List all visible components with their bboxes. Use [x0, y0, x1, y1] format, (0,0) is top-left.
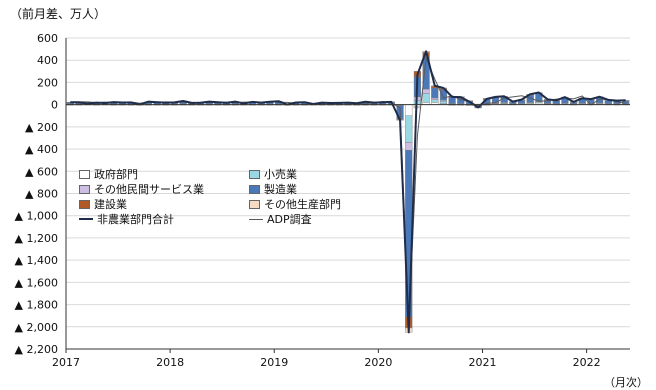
y-tick-label: ▲ 2,200	[15, 343, 58, 356]
legend-item-construction: 建設業	[79, 196, 127, 212]
y-tick-label: ▲ 600	[25, 165, 58, 178]
bar-segment	[405, 142, 413, 151]
legend-swatch-other-goods-producing	[249, 199, 260, 209]
legend-line-total-nonfarm	[79, 218, 93, 220]
legend-swatch-manufacturing	[249, 184, 260, 194]
legend-item-other-goods-producing: その他生産部門	[249, 196, 341, 212]
legend-swatch-construction	[79, 199, 90, 209]
x-axis-unit-label: （月次）	[604, 376, 648, 389]
x-tick-label: 2020	[364, 356, 392, 369]
series-lines	[70, 50, 626, 334]
y-tick-label: ▲ 200	[25, 121, 58, 134]
y-tick-label: ▲ 1,800	[15, 299, 58, 312]
legend-swatch-retail	[249, 169, 260, 179]
legend-label-construction: 建設業	[94, 198, 127, 211]
legend-swatch-government	[79, 169, 90, 179]
legend-item-total-nonfarm: 非農業部門合計	[79, 211, 174, 227]
legend-item-retail: 小売業	[249, 166, 297, 182]
y-tick-label: ▲ 1,000	[15, 210, 58, 223]
x-tick-label: 2021	[468, 356, 496, 369]
y-tick-label: ▲ 1,200	[15, 232, 58, 245]
y-tick-label: 400	[37, 54, 58, 67]
bar-segment	[431, 97, 439, 100]
legend-item-other-private-services: その他民間サービス業	[79, 181, 204, 197]
bar-segment	[413, 106, 421, 109]
bar-segment	[431, 99, 439, 103]
legend-label-government: 政府部門	[94, 168, 138, 181]
legend-label-manufacturing: 製造業	[264, 183, 297, 196]
bar-segment	[431, 87, 439, 99]
x-tick-label: 2018	[156, 356, 184, 369]
legend-item-manufacturing: 製造業	[249, 181, 297, 197]
x-tick-label: 2019	[260, 356, 288, 369]
bar-segment	[422, 93, 430, 103]
bar-segment	[405, 115, 413, 143]
x-tick-label: 2022	[573, 356, 601, 369]
y-tick-label: ▲ 800	[25, 188, 58, 201]
legend-label-adp: ADP調査	[267, 213, 312, 226]
legend-item-adp: ADP調査	[249, 211, 312, 227]
legend-line-adp	[249, 218, 263, 220]
x-tick-label: 2017	[52, 356, 80, 369]
legend-label-other-goods-producing: その他生産部門	[264, 198, 341, 211]
x-axis-tick-labels: 2017 2018 2019 2020 2021 2022	[52, 349, 601, 369]
y-tick-label: ▲ 1,600	[15, 276, 58, 289]
y-tick-label: ▲ 2,000	[15, 321, 58, 334]
legend-label-retail: 小売業	[264, 168, 297, 181]
legend-label-other-private-services: その他民間サービス業	[94, 183, 204, 196]
bar-segment	[439, 101, 448, 104]
legend-label-total-nonfarm: 非農業部門合計	[97, 213, 174, 226]
y-axis-unit-label: （前月差、万人）	[10, 7, 107, 21]
y-tick-label: ▲ 1,400	[15, 254, 58, 267]
legend-swatch-other-private-services	[79, 184, 90, 194]
y-tick-label: 200	[37, 76, 58, 89]
y-tick-label: 600	[37, 32, 58, 45]
y-axis-tick-labels: 600 400 200 0 ▲ 200 ▲ 400 ▲ 600 ▲ 800 ▲ 1,000 ▲ 1…	[15, 32, 58, 356]
total-nonfarm-line	[70, 50, 626, 334]
axes	[65, 38, 630, 350]
y-tick-label: ▲ 400	[25, 143, 58, 156]
bar-segment	[405, 104, 413, 116]
y-tick-label: 0	[51, 99, 58, 112]
bar-segment	[422, 88, 430, 94]
chart-legend: 政府部門 小売業 その他民間サービス業 製造業 建設業 その他生産部門 非農業部…	[79, 166, 379, 228]
legend-item-government: 政府部門	[79, 166, 138, 182]
bar-segment	[448, 97, 456, 104]
